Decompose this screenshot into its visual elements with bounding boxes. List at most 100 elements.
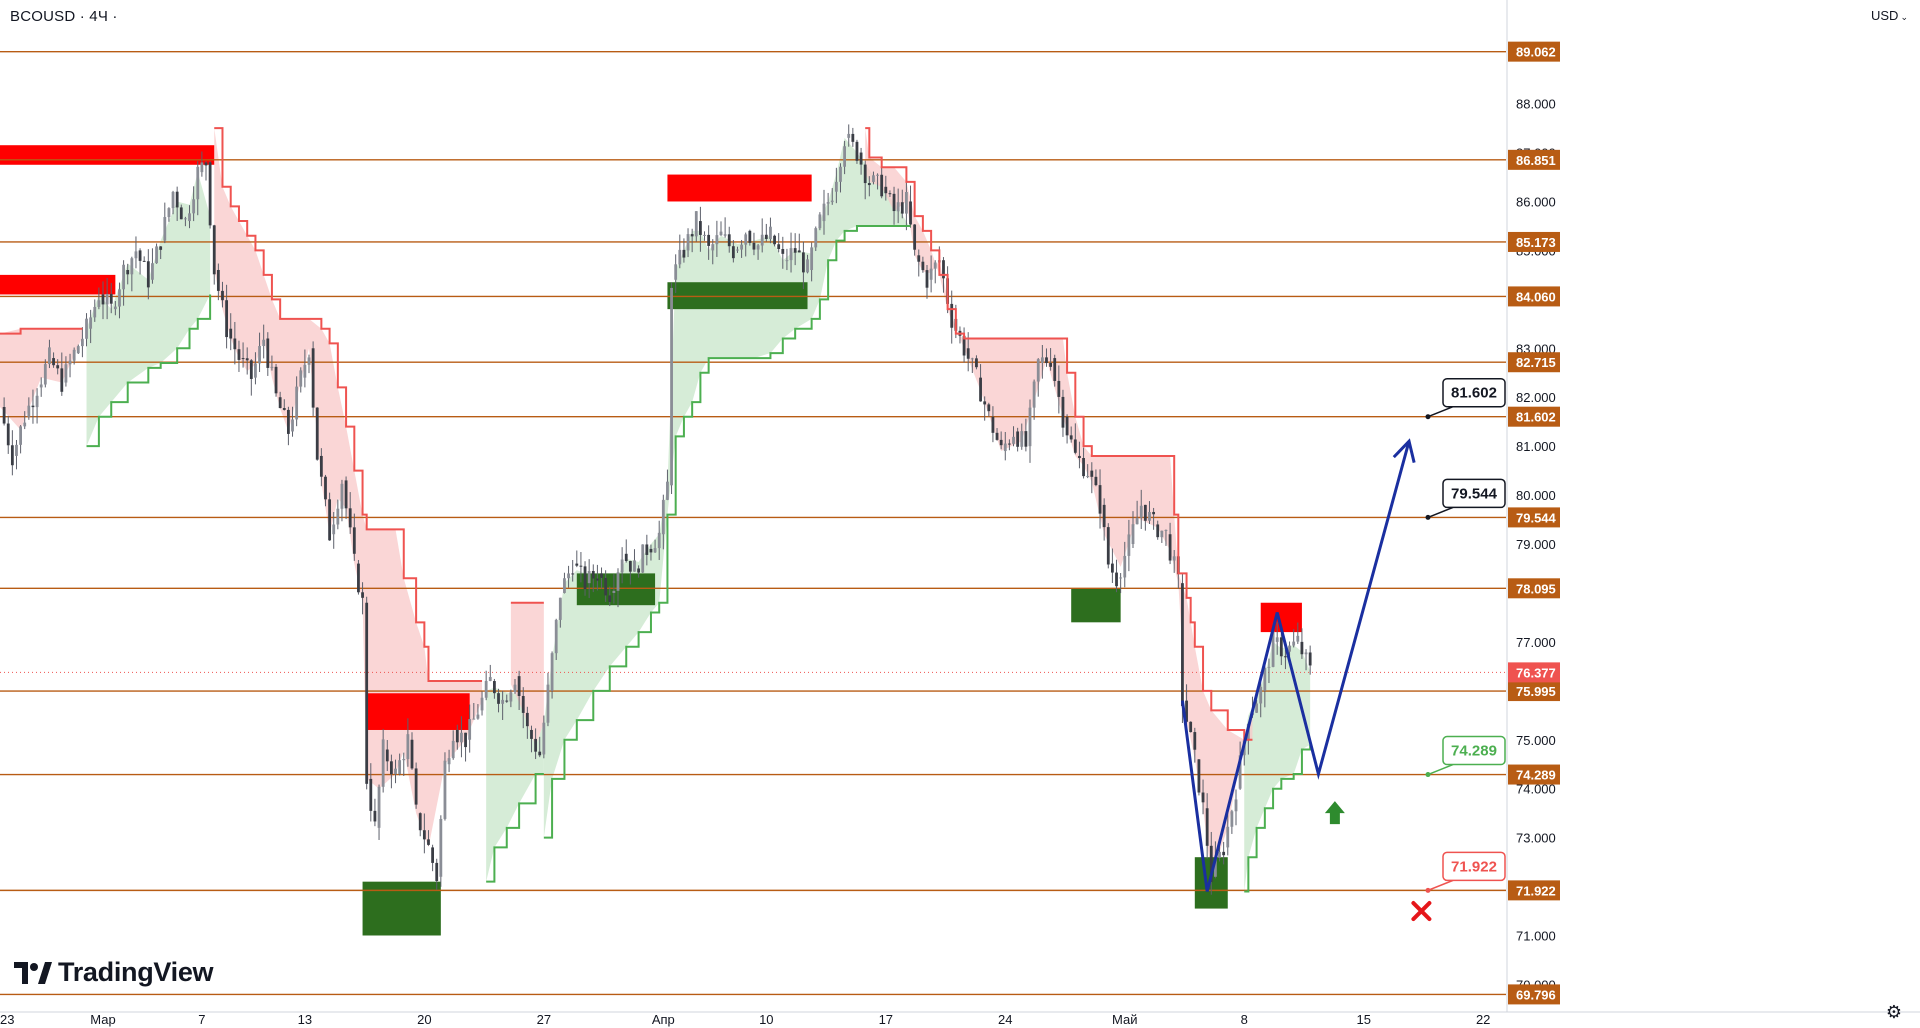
candle-body — [1263, 667, 1267, 691]
candle-body — [282, 408, 286, 410]
candle-body — [1016, 431, 1020, 447]
time-axis[interactable]: 23 Мар 7 13 20 27 Апр 10 17 24 Май 8 15 22 — [0, 1011, 1920, 1028]
callout-pointer — [1427, 763, 1454, 776]
candle-body — [1069, 435, 1073, 440]
candle-body — [501, 699, 505, 704]
cross-icon — [1411, 901, 1432, 922]
price-callouts: 81.602 79.544 74.289 71.922 — [1425, 377, 1506, 893]
candle-body — [583, 566, 587, 590]
candle-body — [1131, 524, 1135, 545]
level-label: 78.095 — [1516, 581, 1556, 596]
candle-body — [999, 439, 1003, 446]
price-tick-label: 77.000 — [1516, 635, 1556, 650]
supertrend-down-line — [214, 127, 483, 683]
level-labels: 89.062 86.851 85.173 84.060 82.715 81.602 79.5… — [1508, 41, 1560, 1005]
candle-body — [979, 377, 982, 402]
candle-body — [620, 559, 624, 573]
supply-zone — [0, 145, 215, 165]
candle-body — [324, 476, 327, 500]
candle-body — [970, 358, 974, 360]
level-label: 69.796 — [1516, 987, 1556, 1002]
candle-body — [85, 318, 88, 339]
forecast-line — [1180, 440, 1411, 892]
candle-body — [1024, 431, 1028, 447]
candle-body — [35, 395, 39, 408]
candle-body — [641, 544, 645, 573]
candle-body — [1189, 721, 1193, 733]
time-tick-label: Май — [1112, 1012, 1137, 1027]
candle-body — [295, 386, 299, 420]
candle-body — [451, 740, 455, 759]
gear-icon[interactable]: ⚙ — [1885, 1002, 1902, 1022]
price-series — [2, 124, 1312, 895]
time-tick-label: 20 — [417, 1012, 431, 1027]
candle-body — [216, 269, 220, 291]
candle-body — [966, 348, 970, 359]
candle-body — [439, 818, 443, 877]
chart-markers — [1324, 801, 1432, 922]
candle-body — [1164, 529, 1168, 531]
time-tick-label: 7 — [198, 1012, 205, 1027]
candle-body — [538, 751, 542, 756]
time-tick-label: 15 — [1356, 1012, 1370, 1027]
candle-body — [896, 202, 900, 212]
candle-body — [1008, 443, 1011, 445]
candle-body — [1214, 857, 1217, 877]
candle-body — [1036, 359, 1040, 382]
candle-body — [233, 338, 237, 350]
candle-body — [892, 193, 896, 212]
candle-body — [468, 719, 472, 740]
candle-body — [2, 407, 6, 424]
candle-body — [1139, 505, 1143, 518]
currency-selector[interactable]: USD ⌄ — [1871, 8, 1908, 23]
candle-body — [674, 264, 678, 280]
candle-body — [727, 234, 731, 247]
candle-body — [377, 786, 381, 828]
candle-body — [1284, 656, 1287, 658]
candle-body — [950, 303, 954, 328]
candle-body — [435, 862, 439, 881]
tradingview-logo[interactable]: TradingView — [14, 957, 214, 988]
candle-body — [847, 133, 851, 138]
candle-body — [1115, 572, 1118, 587]
candle-body — [740, 244, 743, 250]
candle-body — [418, 813, 422, 831]
candle-body — [336, 508, 340, 525]
candle-body — [789, 248, 793, 261]
candle-body — [1156, 524, 1160, 538]
level-label: 84.060 — [1516, 289, 1556, 304]
candle-body — [810, 247, 814, 270]
demand-zone — [667, 282, 808, 310]
candle-body — [212, 225, 216, 275]
callout-pointer — [1427, 506, 1454, 519]
candle-body — [130, 258, 134, 275]
candle-body — [917, 255, 921, 262]
supertrend-down-line — [865, 127, 1253, 741]
time-tick-label: 10 — [759, 1012, 773, 1027]
candle-body — [1152, 511, 1155, 515]
candle-body — [975, 358, 978, 368]
candle-body — [579, 565, 583, 567]
logo-text: TradingView — [58, 957, 214, 987]
symbol-title[interactable]: BCOUSD · 4Ч · — [10, 8, 118, 25]
candle-body — [1073, 439, 1077, 453]
level-label-tag — [1508, 764, 1560, 785]
candle-body — [723, 234, 727, 236]
candle-body — [258, 346, 261, 364]
candle-body — [1288, 645, 1291, 652]
candle-body — [274, 366, 278, 394]
candle-body — [101, 294, 105, 305]
candle-body — [68, 360, 72, 365]
candle-body — [1230, 811, 1234, 827]
candle-body — [1119, 577, 1123, 579]
candle-body — [670, 287, 673, 486]
candle-body — [608, 595, 612, 602]
candle-body — [406, 734, 410, 760]
candle-body — [225, 300, 228, 338]
candle-body — [682, 249, 686, 258]
candle-body — [715, 235, 719, 245]
level-label: 89.062 — [1516, 45, 1556, 60]
candle-body — [249, 360, 253, 379]
candle-body — [513, 684, 517, 693]
